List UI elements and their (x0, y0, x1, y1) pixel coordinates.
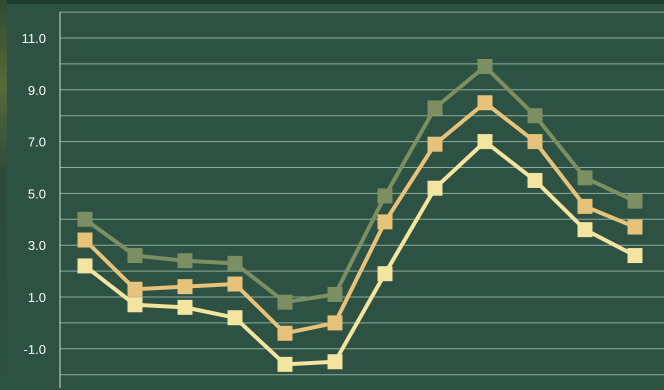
y-tick-label: 11.0 (22, 31, 46, 46)
y-tick-label: 9.0 (28, 83, 46, 98)
data-point (377, 266, 393, 282)
series-line (83, 139, 637, 367)
series-line (83, 64, 637, 305)
data-point (377, 214, 393, 230)
data-point (577, 170, 593, 186)
data-point (377, 188, 393, 204)
data-point (127, 281, 143, 297)
series-3 (77, 134, 643, 372)
series-2 (77, 95, 643, 341)
data-point (177, 299, 193, 315)
data-point (327, 315, 343, 331)
series-1 (77, 58, 643, 310)
data-point (277, 356, 293, 372)
data-point (77, 258, 93, 274)
left-edge-decoration (0, 0, 7, 390)
y-tick-label: -1.0 (24, 342, 46, 357)
series-line (83, 100, 637, 336)
data-point (227, 276, 243, 292)
data-point (227, 310, 243, 326)
data-point (227, 255, 243, 271)
data-point (477, 134, 493, 150)
data-point (127, 297, 143, 313)
data-point (527, 108, 543, 124)
data-point (327, 286, 343, 302)
data-point (327, 354, 343, 370)
data-point (577, 198, 593, 214)
top-border (0, 0, 664, 4)
data-point (127, 248, 143, 264)
data-point (177, 253, 193, 269)
data-point (577, 222, 593, 238)
y-tick-label: 5.0 (28, 186, 46, 201)
data-point (427, 180, 443, 196)
y-tick-labels: 11.0 9.0 7.0 5.0 3.0 1.0 -1.0 (22, 31, 46, 357)
data-point (477, 95, 493, 111)
series (77, 58, 643, 372)
data-point (427, 136, 443, 152)
data-point (627, 248, 643, 264)
data-point (277, 325, 293, 341)
y-tick-label: 7.0 (28, 135, 46, 150)
data-point (77, 211, 93, 227)
data-point (77, 232, 93, 248)
data-point (527, 172, 543, 188)
y-tick-label: 3.0 (28, 238, 46, 253)
data-point (527, 134, 543, 150)
data-point (627, 219, 643, 235)
data-point (477, 58, 493, 74)
data-point (427, 100, 443, 116)
data-point (177, 279, 193, 295)
data-point (277, 294, 293, 310)
data-point (627, 193, 643, 209)
y-tick-label: 1.0 (28, 290, 46, 305)
